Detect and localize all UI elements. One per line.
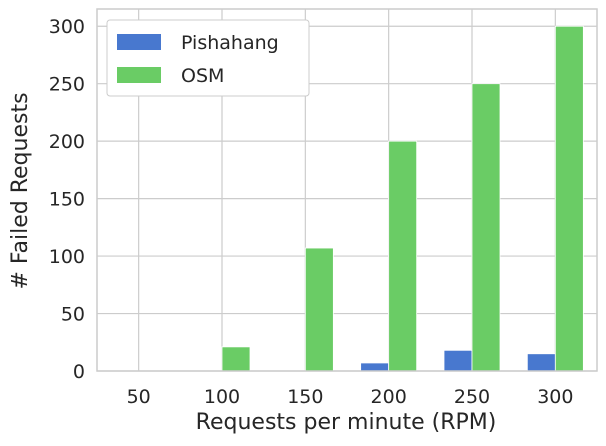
bar-osm-100 bbox=[221, 346, 251, 372]
y-tick-label: 250 bbox=[49, 74, 85, 96]
y-axis-label: # Failed Requests bbox=[8, 92, 33, 289]
legend-swatch-pishahang bbox=[117, 34, 161, 50]
bars bbox=[221, 25, 584, 372]
y-tick-label: 200 bbox=[49, 131, 85, 153]
x-axis-label: Requests per minute (RPM) bbox=[196, 410, 497, 435]
y-tick-label: 0 bbox=[73, 361, 85, 383]
y-tick-label: 100 bbox=[49, 246, 85, 268]
y-tick-label: 150 bbox=[49, 189, 85, 211]
bar-pishahang-250 bbox=[443, 349, 473, 372]
x-tick-label: 50 bbox=[127, 386, 151, 408]
x-tick-label: 150 bbox=[287, 386, 323, 408]
legend-swatch-osm bbox=[117, 67, 161, 83]
bar-osm-250 bbox=[471, 83, 501, 372]
bar-pishahang-300 bbox=[526, 353, 556, 372]
plot-frame bbox=[96, 8, 598, 372]
y-tick-label: 50 bbox=[61, 304, 85, 326]
tick-labels: 0 50 100 150 200 250 300 50 100 150 200 250 300 bbox=[49, 16, 574, 408]
bar-osm-200 bbox=[388, 140, 418, 372]
bar-osm-300 bbox=[554, 25, 584, 372]
legend-label-osm: OSM bbox=[181, 65, 224, 87]
x-tick-label: 300 bbox=[537, 386, 573, 408]
x-tick-label: 250 bbox=[454, 386, 490, 408]
bar-pishahang-200 bbox=[360, 362, 390, 372]
y-tick-label: 300 bbox=[49, 16, 85, 38]
legend-label-pishahang: Pishahang bbox=[181, 32, 279, 54]
x-tick-label: 100 bbox=[204, 386, 240, 408]
x-tick-label: 200 bbox=[371, 386, 407, 408]
bar-osm-150 bbox=[304, 247, 334, 372]
legend: Pishahang OSM bbox=[106, 19, 310, 97]
